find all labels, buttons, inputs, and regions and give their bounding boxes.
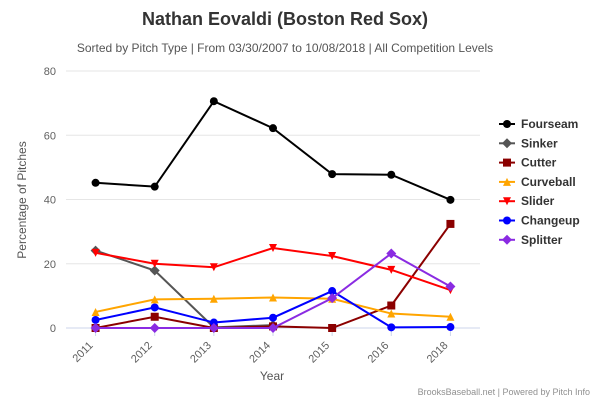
fourseam-point [150,182,159,191]
legend-item-curveball[interactable]: Curveball [499,175,576,189]
splitter-point [90,323,101,333]
slider-point [150,259,159,268]
curveball-point [91,307,100,316]
x-tick-label: 2012 [129,340,155,366]
fourseam-point [91,178,100,187]
legend-marker [503,158,511,167]
legend: Fourseam Sinker Cutter Curveball Slider Chang… [499,117,580,247]
legend-marker [503,120,511,128]
y-axis-ticks: 0 20 40 60 80 [44,66,56,335]
curveball-point [269,293,277,302]
x-tick-label: 2018 [425,340,451,366]
splitter-point [327,293,338,304]
x-tick-label: 2016 [366,340,392,366]
x-tick-label: 2013 [188,340,214,366]
changeup-point [328,287,337,296]
legend-item-slider[interactable]: Slider [499,194,555,208]
x-axis-label: Year [260,369,284,383]
cutter-line [95,223,452,330]
changeup-point [91,315,100,324]
legend-item-fourseam[interactable]: Fourseam [499,117,578,131]
series-changeup [91,287,455,332]
changeup-point [446,323,455,332]
fourseam-point [387,170,396,179]
curveball-point [446,312,455,321]
legend-label: Sinker [521,136,558,150]
legend-item-cutter[interactable]: Cutter [499,156,557,170]
chart-title: Nathan Eovaldi (Boston Red Sox) [142,9,428,29]
slider-point [269,244,277,253]
y-tick-label: 80 [44,66,56,78]
fourseam-point [446,195,455,204]
legend-marker [502,138,512,149]
chart-subtitle: Sorted by Pitch Type | From 03/30/2007 t… [77,41,493,55]
splitter-point [268,323,278,333]
series-slider [91,244,455,295]
cutter-point [328,324,337,332]
legend-label: Cutter [521,156,557,170]
splitter-point [149,323,160,333]
fourseam-line [95,99,451,201]
legend-marker [503,216,511,225]
y-tick-label: 40 [44,195,56,207]
cutter-point [387,301,396,310]
splitter-point [208,323,219,333]
gridlines [66,70,480,265]
splitter-point [386,248,397,259]
changeup-point [209,318,218,327]
legend-item-changeup[interactable]: Changeup [499,214,580,228]
changeup-point [269,313,277,322]
sinker-point [149,265,160,276]
curveball-point [209,294,218,303]
changeup-point [387,323,396,332]
curveball-point [387,309,396,318]
y-axis-label: Percentage of Pitches [15,141,29,258]
fourseam-point [269,124,277,133]
y-tick-label: 60 [44,130,56,142]
credits: BrooksBaseball.net | Powered by Pitch In… [418,387,590,397]
series-splitter [90,248,456,333]
fourseam-point [209,97,218,106]
cutter-point [446,219,455,228]
x-axis-ticks: 2011 2012 2013 2014 2015 2016 2018 [70,328,451,366]
legend-label: Changeup [521,214,580,228]
legend-label: Splitter [521,233,563,247]
x-tick-label: 2011 [70,340,95,365]
series-fourseam [91,97,455,204]
y-tick-label: 20 [44,259,56,271]
cutter-point [150,312,159,321]
legend-label: Curveball [521,175,576,189]
slider-point [209,263,218,272]
fourseam-point [328,170,337,179]
series-group [90,97,456,333]
legend-label: Slider [521,194,555,208]
y-tick-label: 0 [50,323,56,335]
slider-point [387,265,396,274]
legend-label: Fourseam [521,117,578,131]
x-tick-label: 2015 [306,340,332,366]
slider-point [91,248,100,257]
legend-marker [502,234,512,245]
changeup-point [150,303,159,312]
legend-marker [503,197,511,206]
splitter-point [445,281,456,292]
x-tick-label: 2014 [247,340,273,366]
legend-item-splitter[interactable]: Splitter [499,233,563,247]
curveball-point [150,295,159,304]
legend-marker [503,177,511,186]
slider-point [328,252,337,261]
legend-item-sinker[interactable]: Sinker [499,136,558,150]
